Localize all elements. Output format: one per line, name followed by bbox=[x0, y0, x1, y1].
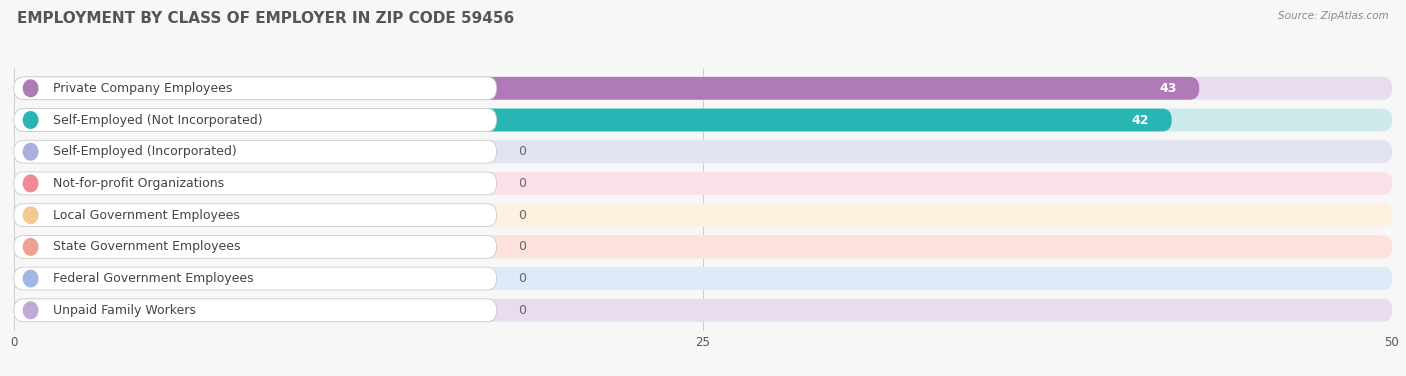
Text: 42: 42 bbox=[1132, 114, 1150, 126]
FancyBboxPatch shape bbox=[14, 77, 1199, 100]
Text: 0: 0 bbox=[519, 145, 526, 158]
Text: Federal Government Employees: Federal Government Employees bbox=[52, 272, 253, 285]
FancyBboxPatch shape bbox=[14, 77, 496, 100]
FancyBboxPatch shape bbox=[14, 172, 1392, 195]
FancyBboxPatch shape bbox=[14, 109, 1392, 132]
Circle shape bbox=[24, 143, 38, 160]
FancyBboxPatch shape bbox=[14, 299, 1392, 322]
FancyBboxPatch shape bbox=[14, 172, 1392, 195]
Circle shape bbox=[24, 238, 38, 255]
Circle shape bbox=[24, 302, 38, 318]
Text: EMPLOYMENT BY CLASS OF EMPLOYER IN ZIP CODE 59456: EMPLOYMENT BY CLASS OF EMPLOYER IN ZIP C… bbox=[17, 11, 515, 26]
FancyBboxPatch shape bbox=[14, 204, 496, 227]
FancyBboxPatch shape bbox=[14, 299, 496, 322]
Text: State Government Employees: State Government Employees bbox=[52, 240, 240, 253]
Text: 0: 0 bbox=[519, 304, 526, 317]
Text: Not-for-profit Organizations: Not-for-profit Organizations bbox=[52, 177, 224, 190]
FancyBboxPatch shape bbox=[14, 140, 1392, 163]
Circle shape bbox=[24, 207, 38, 223]
Text: Local Government Employees: Local Government Employees bbox=[52, 209, 239, 221]
FancyBboxPatch shape bbox=[14, 140, 496, 163]
Text: 0: 0 bbox=[519, 177, 526, 190]
Text: 0: 0 bbox=[519, 240, 526, 253]
FancyBboxPatch shape bbox=[14, 109, 1171, 132]
FancyBboxPatch shape bbox=[14, 77, 1392, 100]
Text: 0: 0 bbox=[519, 209, 526, 221]
FancyBboxPatch shape bbox=[14, 109, 496, 132]
FancyBboxPatch shape bbox=[14, 109, 1392, 132]
Circle shape bbox=[24, 175, 38, 192]
FancyBboxPatch shape bbox=[14, 267, 1392, 290]
FancyBboxPatch shape bbox=[14, 204, 1392, 227]
FancyBboxPatch shape bbox=[14, 235, 496, 258]
Circle shape bbox=[24, 80, 38, 97]
Text: Source: ZipAtlas.com: Source: ZipAtlas.com bbox=[1278, 11, 1389, 21]
FancyBboxPatch shape bbox=[14, 267, 496, 290]
Text: Private Company Employees: Private Company Employees bbox=[52, 82, 232, 95]
FancyBboxPatch shape bbox=[14, 140, 1392, 163]
Text: 43: 43 bbox=[1160, 82, 1177, 95]
FancyBboxPatch shape bbox=[14, 267, 1392, 290]
FancyBboxPatch shape bbox=[14, 172, 496, 195]
Text: Unpaid Family Workers: Unpaid Family Workers bbox=[52, 304, 195, 317]
FancyBboxPatch shape bbox=[14, 235, 1392, 258]
Text: Self-Employed (Not Incorporated): Self-Employed (Not Incorporated) bbox=[52, 114, 263, 126]
Circle shape bbox=[24, 270, 38, 287]
FancyBboxPatch shape bbox=[14, 299, 1392, 322]
Circle shape bbox=[24, 112, 38, 128]
Text: Self-Employed (Incorporated): Self-Employed (Incorporated) bbox=[52, 145, 236, 158]
FancyBboxPatch shape bbox=[14, 235, 1392, 258]
Text: 0: 0 bbox=[519, 272, 526, 285]
FancyBboxPatch shape bbox=[14, 204, 1392, 227]
FancyBboxPatch shape bbox=[14, 77, 1392, 100]
